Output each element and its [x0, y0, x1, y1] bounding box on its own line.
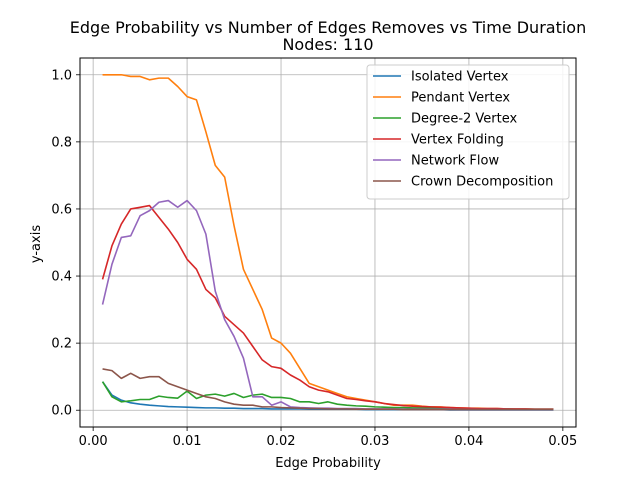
legend-box	[366, 64, 570, 200]
x-tick-label: 0.01	[173, 434, 202, 449]
legend: Isolated Vertex Pendant Vertex Degree-2 Ve…	[366, 64, 570, 200]
x-tick-label: 0.03	[360, 434, 389, 449]
x-tick-label: 0.04	[454, 434, 483, 449]
x-axis-label: Edge Probability	[275, 456, 381, 471]
y-tick-label: 0.0	[51, 404, 72, 419]
y-tick-label: 1.0	[51, 68, 72, 83]
x-tick-label: 0.02	[267, 434, 296, 449]
legend-label: Pendant Vertex	[411, 91, 510, 106]
legend-label: Isolated Vertex	[411, 70, 509, 85]
y-tick-label: 0.8	[51, 135, 72, 150]
y-tick-label: 0.6	[51, 202, 72, 217]
x-tick-label: 0.05	[548, 434, 577, 449]
x-tick-label: 0.00	[79, 434, 108, 449]
plot-frame	[79, 57, 577, 428]
series-line-degree-2-vertex	[101, 381, 554, 411]
series-lines	[101, 73, 554, 411]
legend-label: Crown Decomposition	[411, 175, 553, 190]
y-tick-label: 0.4	[51, 270, 72, 285]
series-line-crown-decomposition	[102, 368, 554, 411]
series-line-vertex-folding	[101, 204, 554, 411]
y-axis-label: y-axis	[29, 225, 44, 263]
x-axis-ticks: 0.00 0.01 0.02 0.03 0.04 0.05	[79, 427, 577, 449]
legend-label: Network Flow	[411, 154, 499, 169]
y-axis-ticks: 0.0 0.2 0.4 0.6 0.8 1.0	[51, 68, 80, 419]
y-tick-label: 0.2	[51, 337, 72, 352]
legend-label: Vertex Folding	[411, 133, 504, 148]
chart-subtitle: Nodes: 110	[282, 35, 373, 54]
legend-label: Degree-2 Vertex	[411, 112, 518, 127]
series-line-isolated-vertex	[101, 381, 554, 411]
chart-title: Edge Probability vs Number of Edges Remo…	[70, 18, 586, 37]
